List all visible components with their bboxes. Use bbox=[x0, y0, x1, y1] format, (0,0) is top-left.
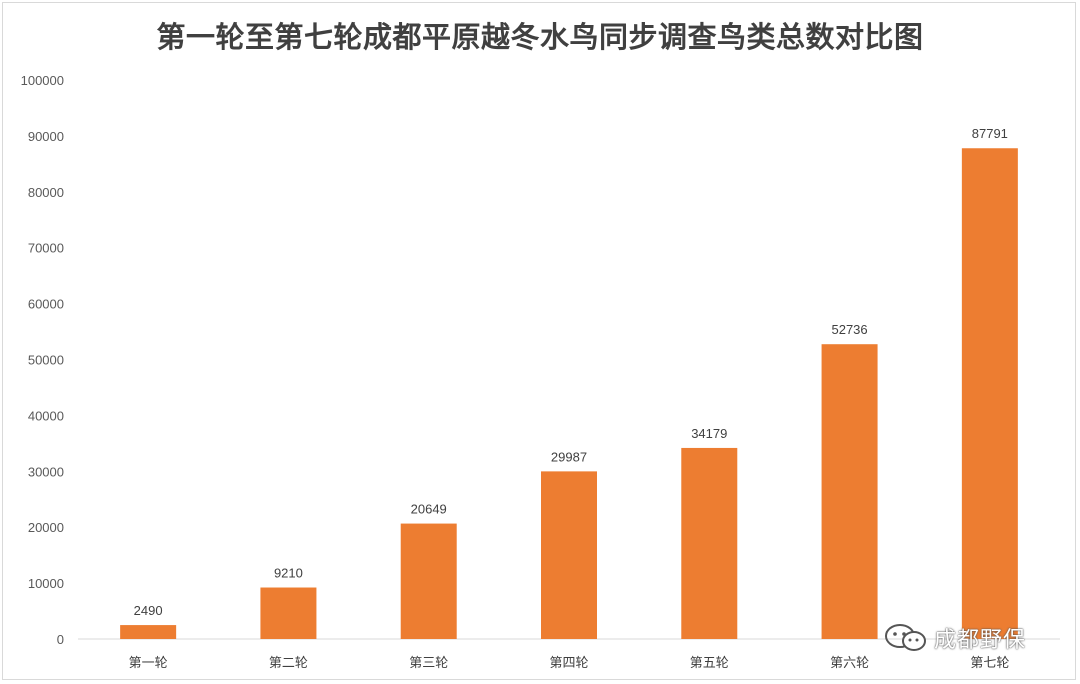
wechat-icon bbox=[885, 624, 926, 651]
data-label: 29987 bbox=[551, 449, 587, 464]
bar bbox=[821, 344, 878, 639]
y-tick-label: 90000 bbox=[28, 129, 64, 144]
data-label: 87791 bbox=[972, 126, 1008, 141]
data-label: 52736 bbox=[831, 322, 867, 337]
y-tick-label: 20000 bbox=[28, 520, 64, 535]
bar bbox=[120, 625, 177, 639]
y-tick-label: 70000 bbox=[28, 241, 64, 256]
y-tick-label: 30000 bbox=[28, 464, 64, 479]
x-tick-label: 第七轮 bbox=[970, 656, 1009, 671]
data-label: 34179 bbox=[691, 426, 727, 441]
x-tick-label: 第二轮 bbox=[269, 656, 308, 671]
x-tick-label: 第三轮 bbox=[409, 656, 448, 671]
bar bbox=[961, 148, 1018, 640]
bar bbox=[681, 447, 738, 639]
chart-title: 第一轮至第七轮成都平原越冬水鸟同步调查鸟类总数对比图 bbox=[156, 20, 924, 54]
data-label: 9210 bbox=[274, 566, 303, 581]
bar bbox=[400, 523, 457, 639]
watermark: 成都野保 bbox=[884, 622, 1026, 654]
x-tick-label: 第五轮 bbox=[690, 656, 729, 671]
y-tick-label: 60000 bbox=[28, 297, 64, 312]
y-tick-label: 50000 bbox=[28, 353, 64, 368]
y-tick-label: 40000 bbox=[28, 408, 64, 423]
y-tick-label: 100000 bbox=[21, 73, 64, 88]
x-tick-label: 第六轮 bbox=[830, 656, 869, 671]
bar bbox=[260, 587, 317, 639]
x-tick-label: 第一轮 bbox=[129, 656, 168, 671]
y-tick-label: 0 bbox=[57, 632, 64, 647]
data-label: 2490 bbox=[134, 603, 163, 618]
watermark-text: 成都野保 bbox=[934, 628, 1027, 653]
data-label: 20649 bbox=[411, 502, 447, 517]
bar bbox=[541, 471, 597, 639]
y-tick-label: 80000 bbox=[28, 185, 64, 200]
y-tick-label: 10000 bbox=[28, 576, 64, 591]
x-tick-label: 第四轮 bbox=[549, 656, 588, 671]
